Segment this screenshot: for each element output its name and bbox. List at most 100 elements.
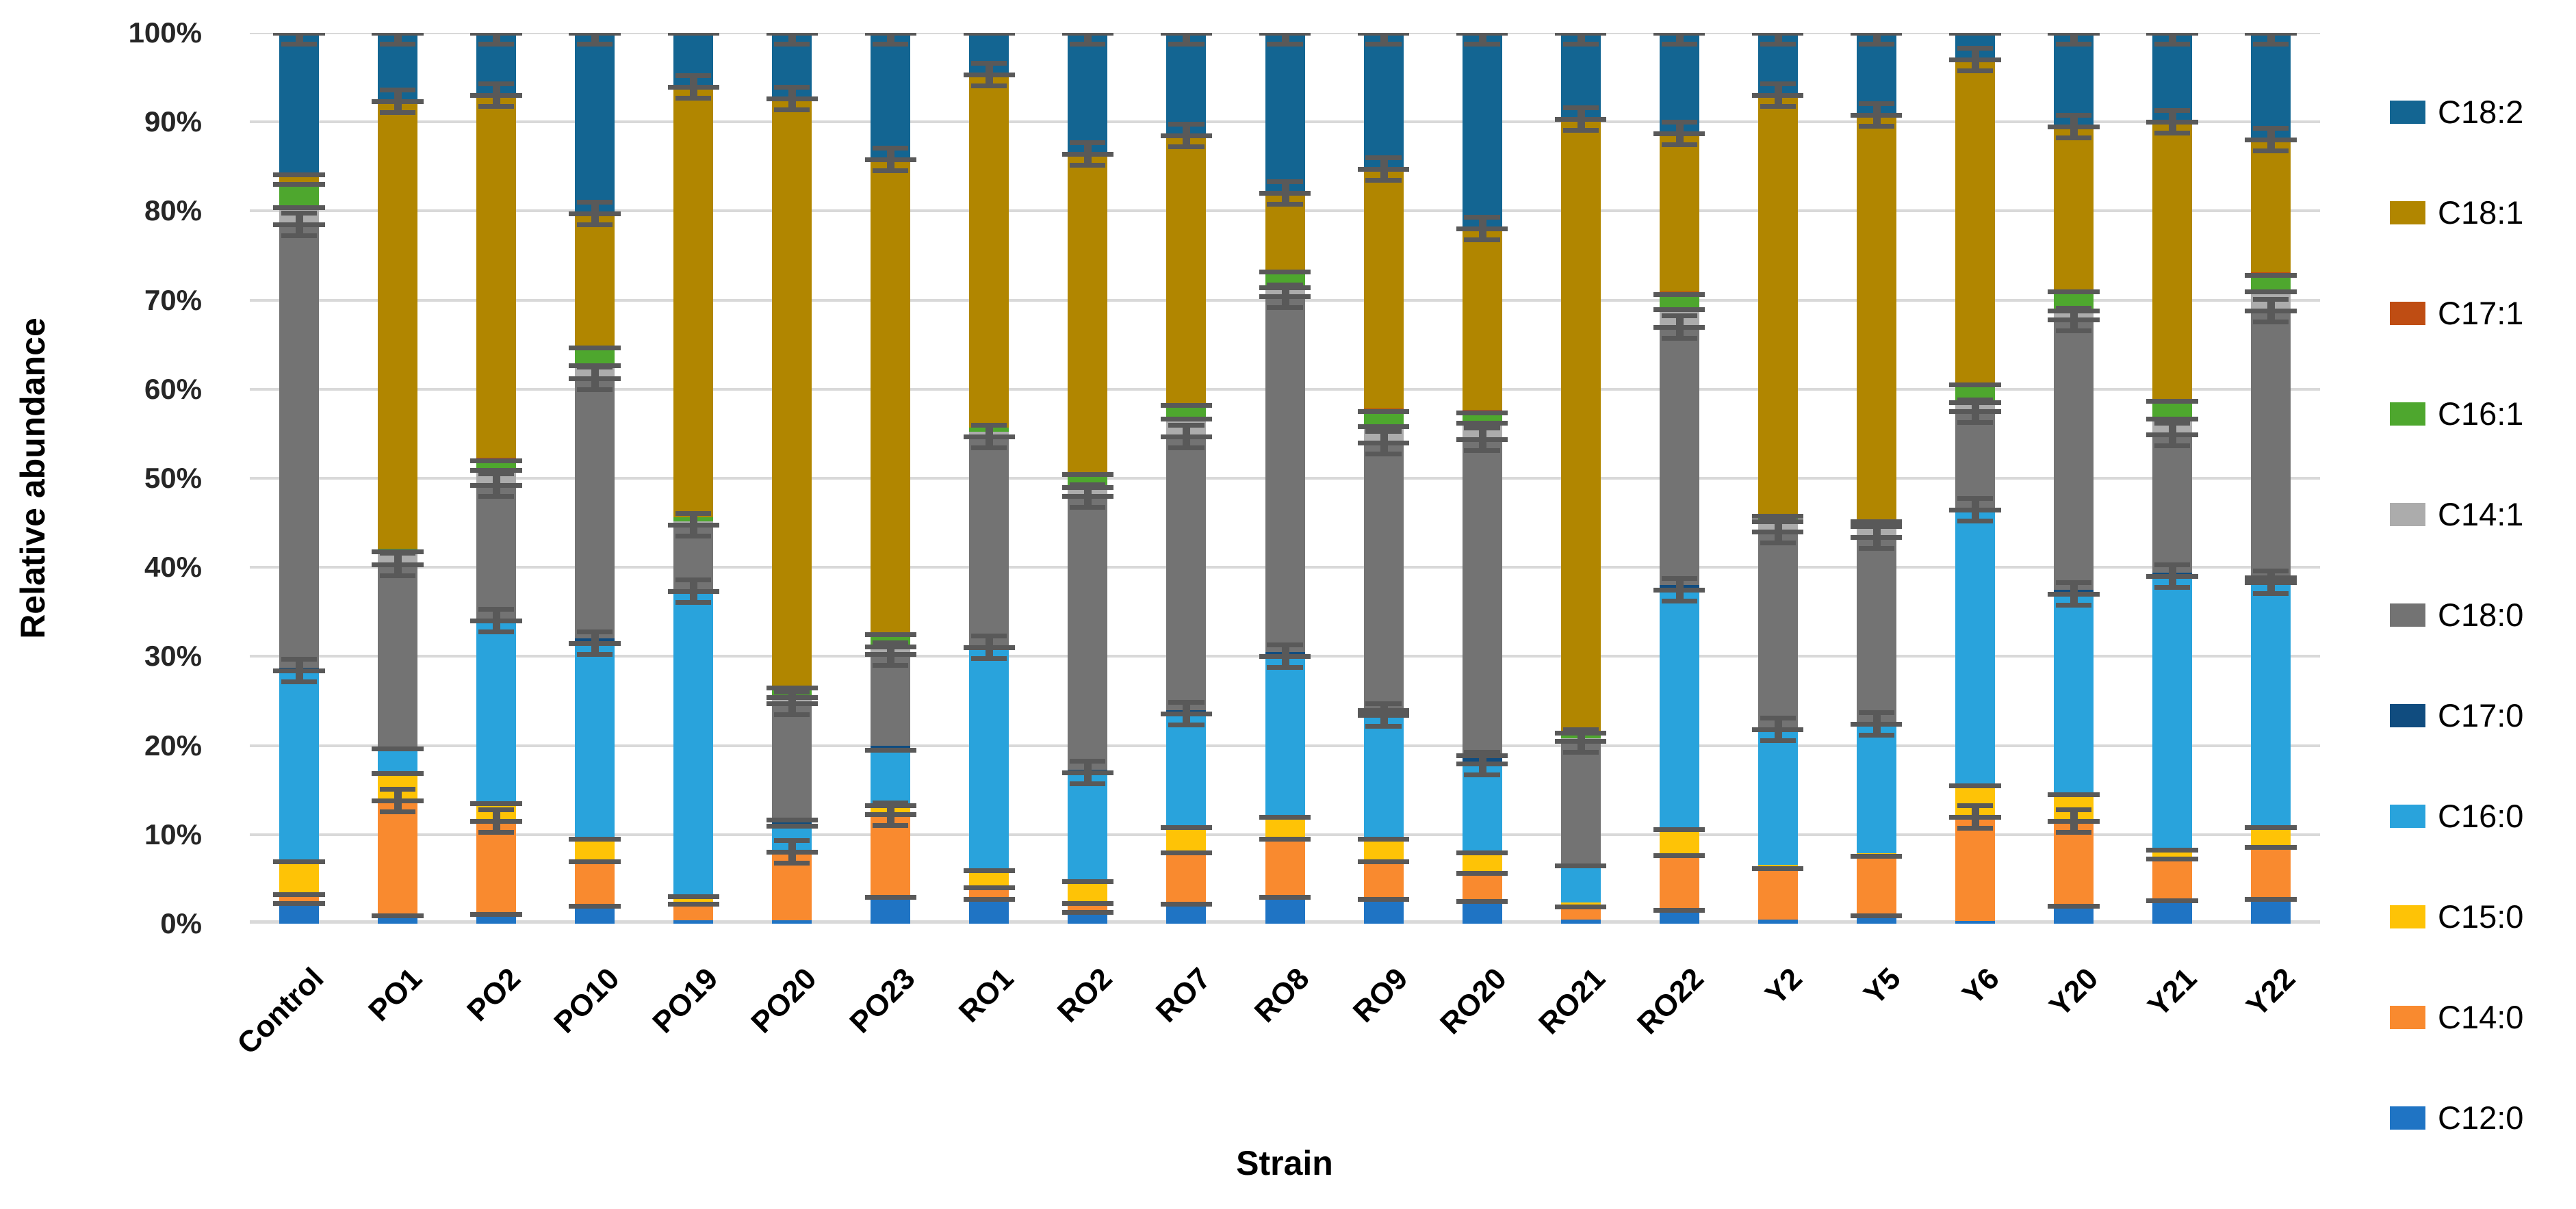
error-bar (273, 859, 325, 864)
error-bar-cap (2055, 830, 2091, 835)
error-bar-cap (2055, 328, 2091, 334)
error-bar-cap (478, 42, 515, 47)
error-bar-stem (1872, 101, 1881, 129)
error-bar (273, 892, 325, 898)
error-bar-cap (1760, 42, 1796, 47)
x-category-label: PO19 (645, 961, 725, 1040)
error-bar (1456, 870, 1508, 876)
error-bar-cap (1661, 598, 1697, 603)
error-bar (273, 901, 325, 907)
error-bar-stem (394, 551, 402, 579)
error-bar (470, 911, 522, 917)
x-category-label: PO10 (547, 961, 626, 1040)
error-bar-stem (1872, 710, 1881, 738)
error-bar-cap (1070, 163, 1106, 168)
error-bar (766, 685, 818, 690)
error-bar-stem (1478, 749, 1486, 777)
error-bar-stem (690, 577, 698, 606)
error-bar-cap (1365, 701, 1402, 707)
error-bar-cap (1957, 398, 1993, 403)
error-bar-cap (2055, 42, 2091, 47)
error-bar-stem (1380, 33, 1388, 47)
legend-swatch (2390, 1005, 2425, 1029)
error-bar-cap (873, 640, 909, 645)
segment-C16:1 (575, 347, 615, 365)
error-bar-stem (296, 33, 304, 47)
segment-C18:0 (1363, 442, 1404, 710)
legend-label: C12:0 (2438, 1100, 2524, 1136)
error-bar-stem (394, 787, 402, 815)
segment-C18:2 (2152, 33, 2192, 122)
segment-C12:0 (2250, 898, 2291, 924)
bar-RO20 (1456, 33, 1508, 924)
segment-C18:0 (2053, 320, 2094, 590)
error-bar (1259, 814, 1311, 820)
y-tick-label: 50% (144, 462, 202, 494)
bar-Y5 (1851, 33, 1903, 924)
segment-C18:1 (1659, 133, 1699, 291)
error-bar (2146, 416, 2198, 421)
error-bar-cap (873, 145, 909, 151)
segment-C18:2 (2053, 33, 2094, 127)
error-bar-cap (1957, 68, 1993, 74)
error-bar (2048, 289, 2100, 294)
bar-Control (273, 33, 325, 924)
x-category-label: RO9 (1346, 961, 1415, 1029)
error-bar-cap (1760, 104, 1796, 109)
error-bar-cap (1858, 710, 1894, 716)
error-bar (2048, 903, 2100, 909)
error-bar-cap (1168, 121, 1205, 127)
error-bar-stem (887, 640, 895, 668)
error-bar-stem (1281, 283, 1289, 311)
error-bar (1949, 783, 2001, 789)
error-bar-cap (478, 629, 515, 635)
legend-swatch (2390, 1106, 2425, 1130)
segment-C18:1 (1560, 119, 1601, 733)
error-bar-stem (1084, 33, 1092, 47)
error-bar-cap (577, 222, 613, 228)
legend-label: C16:0 (2438, 798, 2524, 834)
segment-C12:0 (2053, 905, 2094, 924)
segment-C18:2 (2250, 33, 2291, 140)
segment-C18:0 (476, 485, 517, 621)
segment-C12:0 (1955, 921, 1995, 924)
error-bar-stem (1577, 105, 1585, 133)
error-bar-stem (1281, 33, 1289, 47)
segment-C16:1 (2152, 400, 2192, 419)
error-bar-cap (1760, 541, 1796, 546)
error-bar-cap (971, 656, 1007, 662)
segment-C18:1 (871, 159, 911, 634)
x-category-label: Y20 (2042, 961, 2104, 1024)
error-bar-stem (2168, 562, 2176, 590)
error-bar-cap (873, 822, 909, 828)
segment-C14:0 (2053, 821, 2094, 906)
error-bar-stem (1774, 716, 1782, 744)
error-bar-cap (478, 807, 515, 813)
error-bar (1851, 913, 1903, 919)
error-bar (1357, 424, 1410, 430)
error-bar (372, 549, 424, 554)
error-bar-stem (2070, 306, 2078, 334)
error-bar-stem (493, 607, 501, 635)
legend-item-C14:1: C14:1 (2390, 498, 2523, 530)
segment-C18:0 (772, 703, 812, 820)
segment-C15:0 (969, 870, 1009, 887)
error-bar-cap (1365, 42, 1402, 47)
y-tick-label: 90% (144, 105, 202, 138)
error-bar-cap (1562, 128, 1599, 133)
error-bar-cap (281, 657, 318, 662)
x-category-label: Control (230, 961, 331, 1061)
error-bar-stem (2267, 297, 2275, 325)
error-bar (1851, 524, 1903, 530)
error-bar (1554, 863, 1607, 869)
segment-C15:0 (1166, 827, 1207, 853)
error-bar-cap (1365, 451, 1402, 456)
error-bar-cap (2252, 126, 2289, 131)
error-bar-cap (1168, 42, 1205, 47)
y-tick-label: 0% (160, 907, 202, 939)
segment-C18:1 (2152, 122, 2192, 400)
error-bar-cap (1464, 447, 1500, 453)
error-bar-stem (1380, 155, 1388, 183)
error-bar-cap (577, 200, 613, 205)
error-bar-cap (1267, 179, 1303, 185)
